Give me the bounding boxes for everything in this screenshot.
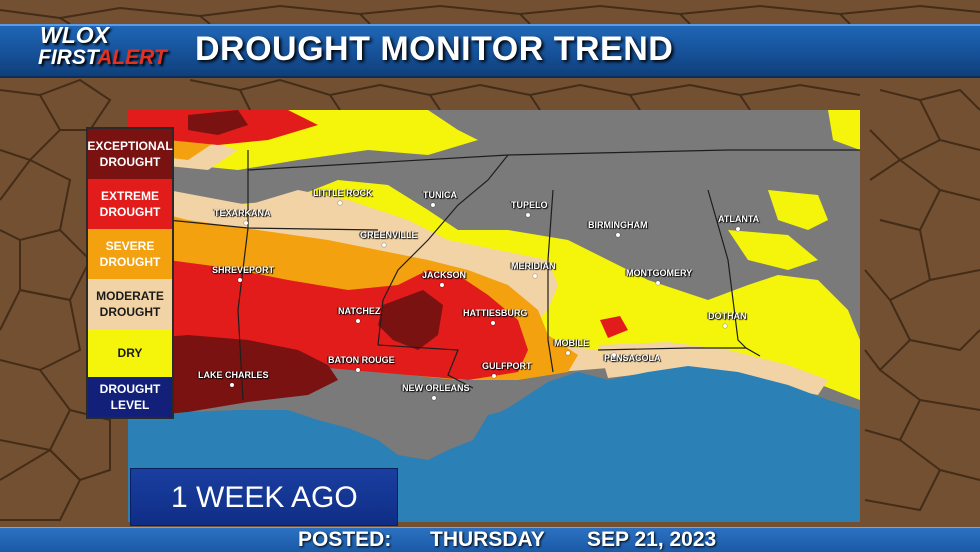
logo-first-alert: FIRSTALERT xyxy=(38,46,167,70)
city-greenville: GREENVILLE xyxy=(360,230,418,247)
exceptional-region-west xyxy=(128,335,338,418)
logo-alert-text: ALERT xyxy=(97,46,167,69)
city-dot xyxy=(612,353,616,357)
city-dot xyxy=(616,233,620,237)
posted-day: THURSDAY xyxy=(430,528,545,551)
extreme-region-mobile xyxy=(600,316,628,338)
city-lake-charles: LAKE CHARLES xyxy=(198,370,269,387)
border-al-ga xyxy=(707,189,747,349)
city-meridian: MERIDIAN xyxy=(511,261,556,278)
city-tunica: TUNICA xyxy=(423,190,457,207)
legend-extreme: EXTREME DROUGHT xyxy=(88,179,172,229)
timeframe-box: 1 WEEK AGO xyxy=(130,468,398,526)
border-tx xyxy=(237,227,249,401)
city-texarkana: TEXARKANA xyxy=(214,208,271,225)
border-ar-north xyxy=(247,154,509,171)
city-dot xyxy=(338,201,342,205)
logo-station-name: WLOX xyxy=(40,22,109,48)
drought-map: TEXARKANA LITTLE ROCK TUNICA TUPELO BIRM… xyxy=(128,110,860,522)
city-hattiesburg: HATTIESBURG xyxy=(463,308,527,325)
title-bar xyxy=(0,24,980,78)
city-jackson: JACKSON xyxy=(422,270,466,287)
timeframe-label: 1 WEEK AGO xyxy=(171,481,358,514)
legend-label: MODERATE DROUGHT xyxy=(96,289,164,319)
legend-severe: SEVERE DROUGHT xyxy=(88,229,172,279)
border-tn xyxy=(507,149,860,156)
city-baton-rouge: BATON ROUGE xyxy=(328,355,395,372)
dry-region-atlanta xyxy=(728,230,818,270)
border-al-fl xyxy=(597,347,761,357)
posted-label: POSTED: xyxy=(298,528,392,551)
legend-label: DRY xyxy=(117,346,143,360)
legend-moderate: MODERATE DROUGHT xyxy=(88,279,172,329)
posted-date: SEP 21, 2023 xyxy=(587,528,717,551)
city-atlanta: ATLANTA xyxy=(718,214,759,231)
border-ms-al xyxy=(547,189,554,373)
station-logo: WLOX FIRSTALERT xyxy=(32,22,184,76)
legend-drought-level: DROUGHT LEVEL xyxy=(88,377,172,417)
city-dot xyxy=(491,321,495,325)
drought-map-graphic xyxy=(128,110,860,522)
dry-region-ne xyxy=(828,110,860,150)
exceptional-region-jackson xyxy=(378,290,443,350)
border-la-ms xyxy=(377,344,474,389)
city-gulfport: GULFPORT xyxy=(482,361,532,378)
page-title: DROUGHT MONITOR TREND xyxy=(195,30,674,68)
city-tupelo: TUPELO xyxy=(511,200,548,217)
city-dot xyxy=(230,383,234,387)
legend-dry: DRY xyxy=(88,329,172,377)
city-dot xyxy=(382,243,386,247)
city-birmingham: BIRMINGHAM xyxy=(588,220,648,237)
legend-label: EXTREME DROUGHT xyxy=(99,189,161,219)
logo-first-text: FIRST xyxy=(38,46,98,69)
legend-label: SEVERE DROUGHT xyxy=(99,239,161,269)
city-dot xyxy=(566,351,570,355)
dry-region-east xyxy=(768,190,828,230)
legend-label: EXCEPTIONAL DROUGHT xyxy=(87,139,173,169)
city-dot xyxy=(431,203,435,207)
border-ms-river xyxy=(377,154,509,346)
legend-label: DROUGHT LEVEL xyxy=(99,382,161,412)
legend-exceptional: EXCEPTIONAL DROUGHT xyxy=(87,129,173,179)
city-new-orleans: NEW ORLEANS xyxy=(402,383,470,400)
city-dot xyxy=(356,368,360,372)
city-shreveport: SHREVEPORT xyxy=(212,265,274,282)
city-dot xyxy=(440,283,444,287)
city-mobile: MOBILE xyxy=(554,338,589,355)
city-pensacola: PENSACOLA xyxy=(604,353,661,363)
exceptional-region-north xyxy=(188,110,248,135)
city-dot xyxy=(723,324,727,328)
city-dot xyxy=(244,221,248,225)
footer-bar: POSTED: THURSDAY SEP 21, 2023 xyxy=(0,527,980,552)
city-dot xyxy=(238,278,242,282)
city-dot xyxy=(356,319,360,323)
city-little-rock: LITTLE ROCK xyxy=(313,188,373,205)
city-natchez: NATCHEZ xyxy=(338,306,380,323)
city-dot xyxy=(432,396,436,400)
city-montgomery: MONTGOMERY xyxy=(626,268,692,285)
city-dot xyxy=(492,374,496,378)
drought-legend: EXCEPTIONAL DROUGHT EXTREME DROUGHT SEVE… xyxy=(86,127,174,419)
city-dothan: DOTHAN xyxy=(708,311,747,328)
city-dot xyxy=(736,227,740,231)
city-dot xyxy=(533,274,537,278)
city-dot xyxy=(656,281,660,285)
city-dot xyxy=(526,213,530,217)
